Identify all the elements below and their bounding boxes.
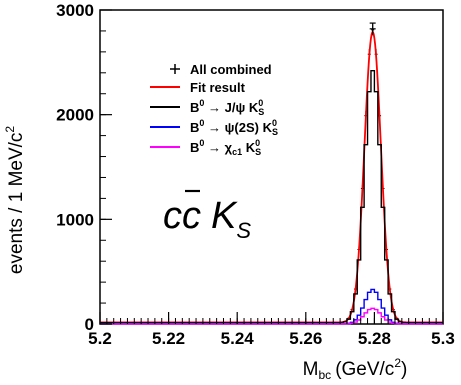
- x-tick-label: 5.3: [431, 329, 455, 348]
- legend-chic1-decay: → χ: [204, 140, 232, 155]
- legend: All combined Fit result B0 → J/ψ KS0 B0 …: [150, 62, 278, 157]
- x-tick-label: 5.28: [358, 329, 391, 348]
- legend-jpsi-ks-sub: S: [258, 107, 264, 117]
- annotation-c: c: [163, 195, 182, 237]
- plot-frame: [99, 9, 444, 325]
- y-tick-label: 3000: [56, 1, 94, 20]
- series-b0-c1-ks0: [100, 307, 443, 325]
- legend-entry-psi2s: B0 → ψ(2S) KS0: [150, 118, 278, 137]
- legend-jpsi-b: B: [190, 100, 199, 115]
- legend-entry-jpsi: B0 → J/ψ KS0: [150, 98, 264, 117]
- x-tick-label: 5.22: [152, 329, 185, 348]
- x-axis-label-sub: bc: [319, 368, 332, 382]
- channel-annotation: cc KS: [163, 189, 251, 243]
- legend-chic1-k: K: [242, 140, 256, 155]
- legend-psi2s-decay: → ψ(2S) K: [204, 120, 272, 135]
- x-axis-label-close: ): [401, 359, 407, 380]
- series-layer: [100, 22, 443, 325]
- y-axis-label-sup: 2: [3, 126, 17, 133]
- legend-chic1-b-sup: 0: [199, 138, 204, 148]
- legend-label-fit-result: Fit result: [190, 80, 246, 95]
- ticks-layer: 0 1000 2000 3000 5.2 5.22 5.24 5.26 5.28 5.3: [56, 1, 455, 348]
- x-tick-label: 5.26: [289, 329, 322, 348]
- legend-jpsi-decay: → J/ψ K: [204, 100, 258, 115]
- y-axis-label-text: events / 1 MeV/c: [6, 133, 27, 275]
- svg-text:B0 → J/ψ KS0: B0 → J/ψ KS0: [190, 98, 264, 117]
- x-axis-label-m: M: [303, 359, 319, 380]
- y-tick-label: 0: [85, 315, 94, 334]
- svg-text:B0 → χc1 KS0: B0 → χc1 KS0: [190, 138, 261, 157]
- plot-border: [99, 9, 444, 325]
- annotation-k-sub: S: [236, 218, 251, 243]
- x-axis-label-unit: (GeV/c: [335, 359, 394, 380]
- series-b0-j-ks0: [100, 70, 443, 324]
- y-tick-label: 1000: [56, 210, 94, 229]
- legend-entry-chic1: B0 → χc1 KS0: [150, 138, 261, 157]
- legend-chic1-ks-sup: 0: [255, 138, 260, 148]
- legend-jpsi-b-sup: 0: [199, 98, 204, 108]
- legend-entry-fit-result: Fit result: [150, 80, 246, 95]
- legend-psi2s-b-sup: 0: [199, 118, 204, 128]
- svg-text:B0 → ψ(2S) KS0: B0 → ψ(2S) KS0: [190, 118, 278, 137]
- annotation-k: K: [211, 195, 238, 237]
- x-tick-label: 5.2: [88, 329, 112, 348]
- annotation-cbar: c: [182, 195, 201, 237]
- x-axis-label-unit-sup: 2: [394, 356, 401, 370]
- legend-chic1-c1-sub: c1: [232, 147, 242, 157]
- legend-psi2s-b: B: [190, 120, 199, 135]
- legend-entry-all-combined: All combined: [170, 62, 272, 77]
- y-tick-label: 2000: [56, 106, 94, 125]
- legend-label-all-combined: All combined: [190, 62, 272, 77]
- y-axis-label: events / 1 MeV/c2: [3, 126, 27, 275]
- legend-jpsi-ks-sup: 0: [258, 98, 263, 108]
- legend-chic1-b: B: [190, 140, 199, 155]
- x-tick-label: 5.24: [221, 329, 255, 348]
- legend-psi2s-ks-sup: 0: [272, 118, 277, 128]
- legend-chic1-ks-sub: S: [255, 147, 261, 157]
- x-axis-label: Mbc (GeV/c2): [303, 356, 408, 382]
- legend-psi2s-ks-sub: S: [272, 127, 278, 137]
